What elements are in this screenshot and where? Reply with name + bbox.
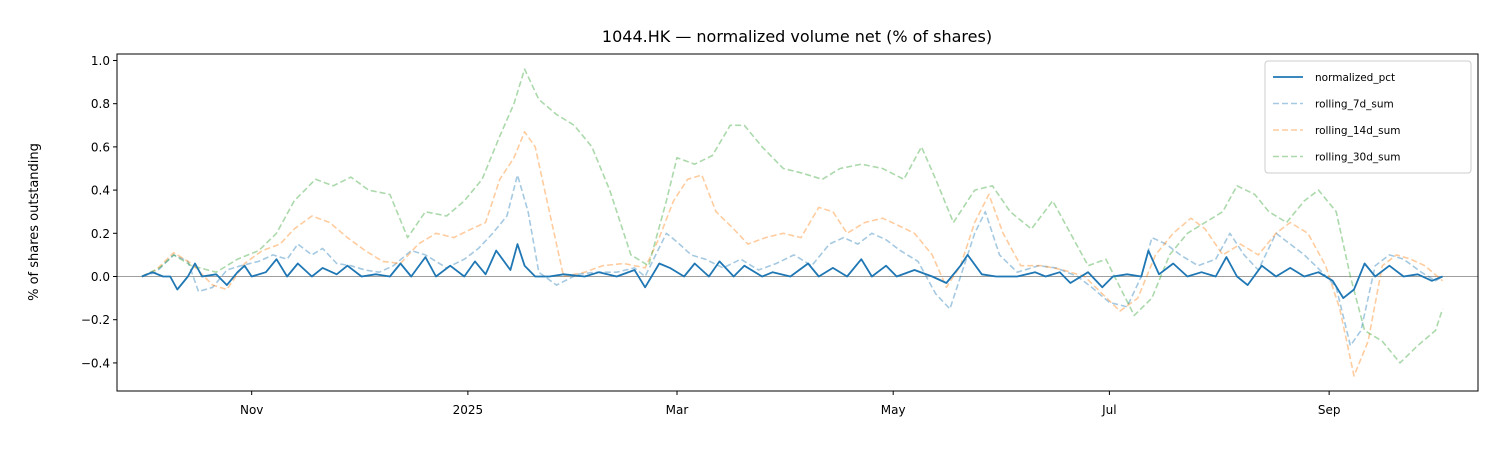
x-tick-label: Jul <box>1101 403 1116 417</box>
plot-frame <box>116 53 1479 392</box>
y-tick-label: 0.6 <box>91 140 110 154</box>
legend-label: normalized_pct <box>1315 72 1395 84</box>
y-axis: −0.4 −0.2 0.0 0.2 0.4 0.6 0.8 1.0 <box>81 54 117 370</box>
plot-area <box>117 68 1478 377</box>
legend-label: rolling_7d_sum <box>1315 99 1394 111</box>
x-tick-label: Mar <box>666 403 689 417</box>
y-tick-label: 1.0 <box>91 54 110 68</box>
legend-label: rolling_14d_sum <box>1315 125 1400 137</box>
series-line-rolling-14d-sum <box>141 131 1444 377</box>
legend-box <box>1264 60 1472 174</box>
y-tick-label: 0.2 <box>91 227 110 241</box>
x-tick-label: Sep <box>1318 403 1341 417</box>
y-axis-label: % of shares outstanding <box>27 143 42 301</box>
series-line-rolling-7d-sum <box>141 174 1444 347</box>
series-layer <box>141 68 1444 377</box>
legend: normalized_pct rolling_7d_sum rolling_14d_… <box>1264 60 1472 174</box>
x-tick-label: Nov <box>240 403 263 417</box>
x-tick-label: 2025 <box>453 403 484 417</box>
y-tick-label: 0.4 <box>91 184 110 198</box>
legend-label: rolling_30d_sum <box>1315 152 1400 164</box>
y-tick-label: −0.4 <box>81 356 110 370</box>
chart-title: 1044.HK — normalized volume net (% of sh… <box>602 27 992 46</box>
x-tick-label: May <box>881 403 906 417</box>
series-line-rolling-30d-sum <box>141 68 1444 364</box>
series-line-normalized-pct <box>141 243 1443 299</box>
x-axis: Nov 2025 Mar May Jul Sep <box>240 391 1340 417</box>
y-tick-label: 0.0 <box>91 270 110 284</box>
y-tick-label: 0.8 <box>91 97 110 111</box>
y-tick-label: −0.2 <box>81 313 110 327</box>
